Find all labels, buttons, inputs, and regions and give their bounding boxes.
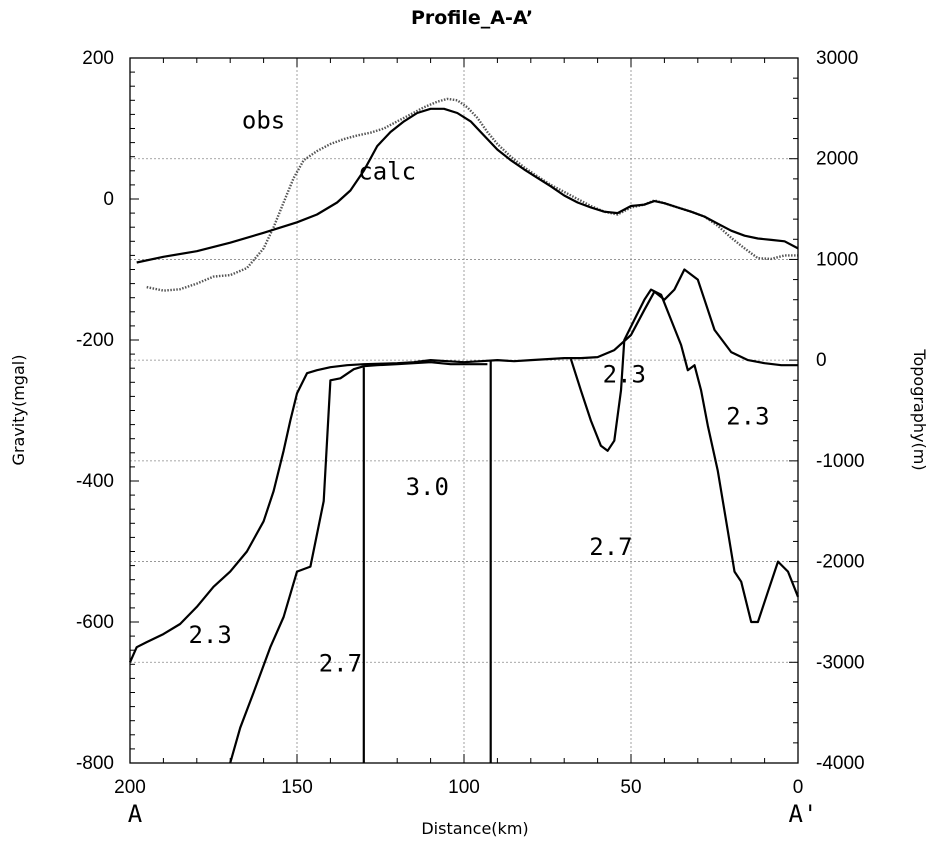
- x-axis-title: Distance(km): [421, 819, 528, 838]
- y-left-axis-title: Gravity(mgal): [9, 355, 28, 466]
- y-left-tick-label: -200: [76, 330, 114, 351]
- y-right-tick-label: 3000: [816, 48, 858, 69]
- y-right-tick-label: -4000: [816, 753, 865, 774]
- annotation-label: 2.3: [188, 621, 231, 649]
- end-label-a: A: [128, 800, 143, 828]
- y-right-axis-title: Topography(m): [910, 348, 929, 470]
- annotation-label: 2.7: [589, 533, 632, 561]
- chart-title: Profile_A-A’: [411, 7, 533, 29]
- series-body-boundary-2-3-right: [569, 288, 800, 624]
- x-tick-label: 100: [448, 777, 480, 798]
- annotation-label: 2.7: [319, 649, 362, 677]
- y-left-tick-label: 200: [82, 48, 114, 69]
- series-topography: [128, 268, 798, 663]
- annotation-label: 2.3: [726, 403, 769, 431]
- y-left-tick-label: 0: [103, 189, 114, 210]
- annotation-label: obs: [242, 107, 285, 135]
- y-right-tick-label: 0: [816, 350, 827, 371]
- y-left-tick-label: -600: [76, 612, 114, 633]
- grid: [130, 58, 798, 763]
- series-obs: [146, 97, 798, 292]
- x-tick-label: 200: [114, 777, 146, 798]
- x-tick-label: 0: [793, 777, 804, 798]
- series-body-boundary-2-7: [229, 361, 488, 764]
- y-right-tick-label: 2000: [816, 149, 858, 170]
- x-tick-label: 150: [281, 777, 313, 798]
- ticks: [129, 57, 799, 764]
- y-right-tick-label: 1000: [816, 249, 858, 270]
- annotation-label: 2.3: [603, 360, 646, 388]
- y-left-tick-label: -800: [76, 753, 114, 774]
- x-tick-label: 50: [620, 777, 641, 798]
- y-right-tick-label: -1000: [816, 451, 865, 472]
- annotations: obs calc 2.3 2.3 3.0 2.7 2.3 2.7: [188, 107, 769, 678]
- y-right-tick-label: -3000: [816, 652, 865, 673]
- series-calc: [136, 107, 799, 264]
- y-left-tick-label: -400: [76, 471, 114, 492]
- y-right-tick-label: -2000: [816, 552, 865, 573]
- end-label-a-prime: A': [789, 800, 818, 828]
- series-layer: [128, 97, 800, 764]
- annotation-label: calc: [358, 157, 416, 185]
- tick-labels: 200 150 100 50 02000-200-400-600-80030002000…: [76, 48, 865, 798]
- annotation-label: 3.0: [406, 473, 449, 501]
